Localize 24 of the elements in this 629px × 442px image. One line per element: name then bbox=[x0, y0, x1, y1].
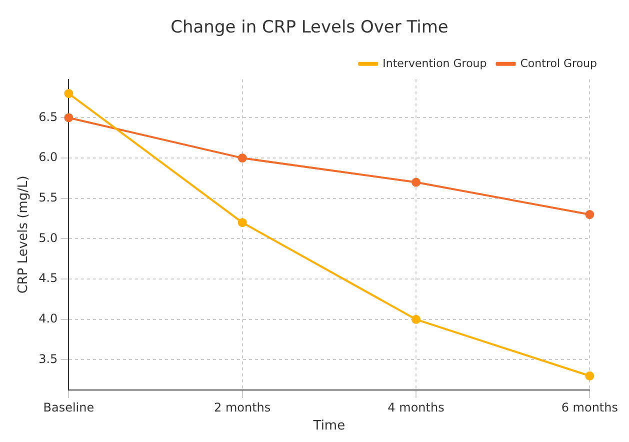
x-tick-label: 2 months bbox=[214, 400, 271, 414]
point bbox=[585, 371, 594, 380]
y-tick-label: 6.5 bbox=[38, 110, 58, 124]
legend-label: Control Group bbox=[520, 56, 598, 70]
y-tick-label: 5.0 bbox=[38, 230, 58, 245]
y-tick-label: 6.0 bbox=[38, 150, 58, 164]
point bbox=[64, 89, 74, 98]
x-tick-label: 4 months bbox=[388, 400, 444, 414]
point bbox=[585, 210, 594, 220]
y-tick-label: 4.5 bbox=[38, 271, 58, 286]
point bbox=[64, 113, 74, 122]
legend-label: Intervention Group bbox=[382, 56, 487, 70]
y-axis-title: CRP Levels (mg/L) bbox=[16, 176, 32, 294]
y-tick-label: 5.5 bbox=[38, 190, 58, 205]
point bbox=[412, 314, 421, 324]
point bbox=[238, 154, 247, 163]
point bbox=[412, 178, 421, 187]
point bbox=[238, 218, 247, 228]
y-tick-label: 4.0 bbox=[38, 312, 58, 326]
chart-title: Change in CRP Levels Over Time bbox=[170, 18, 448, 38]
y-tick-label: 3.5 bbox=[38, 352, 58, 366]
x-tick-label: Baseline bbox=[43, 400, 94, 414]
x-axis-title: Time bbox=[312, 418, 346, 434]
x-tick-label: 6 months bbox=[561, 400, 618, 414]
